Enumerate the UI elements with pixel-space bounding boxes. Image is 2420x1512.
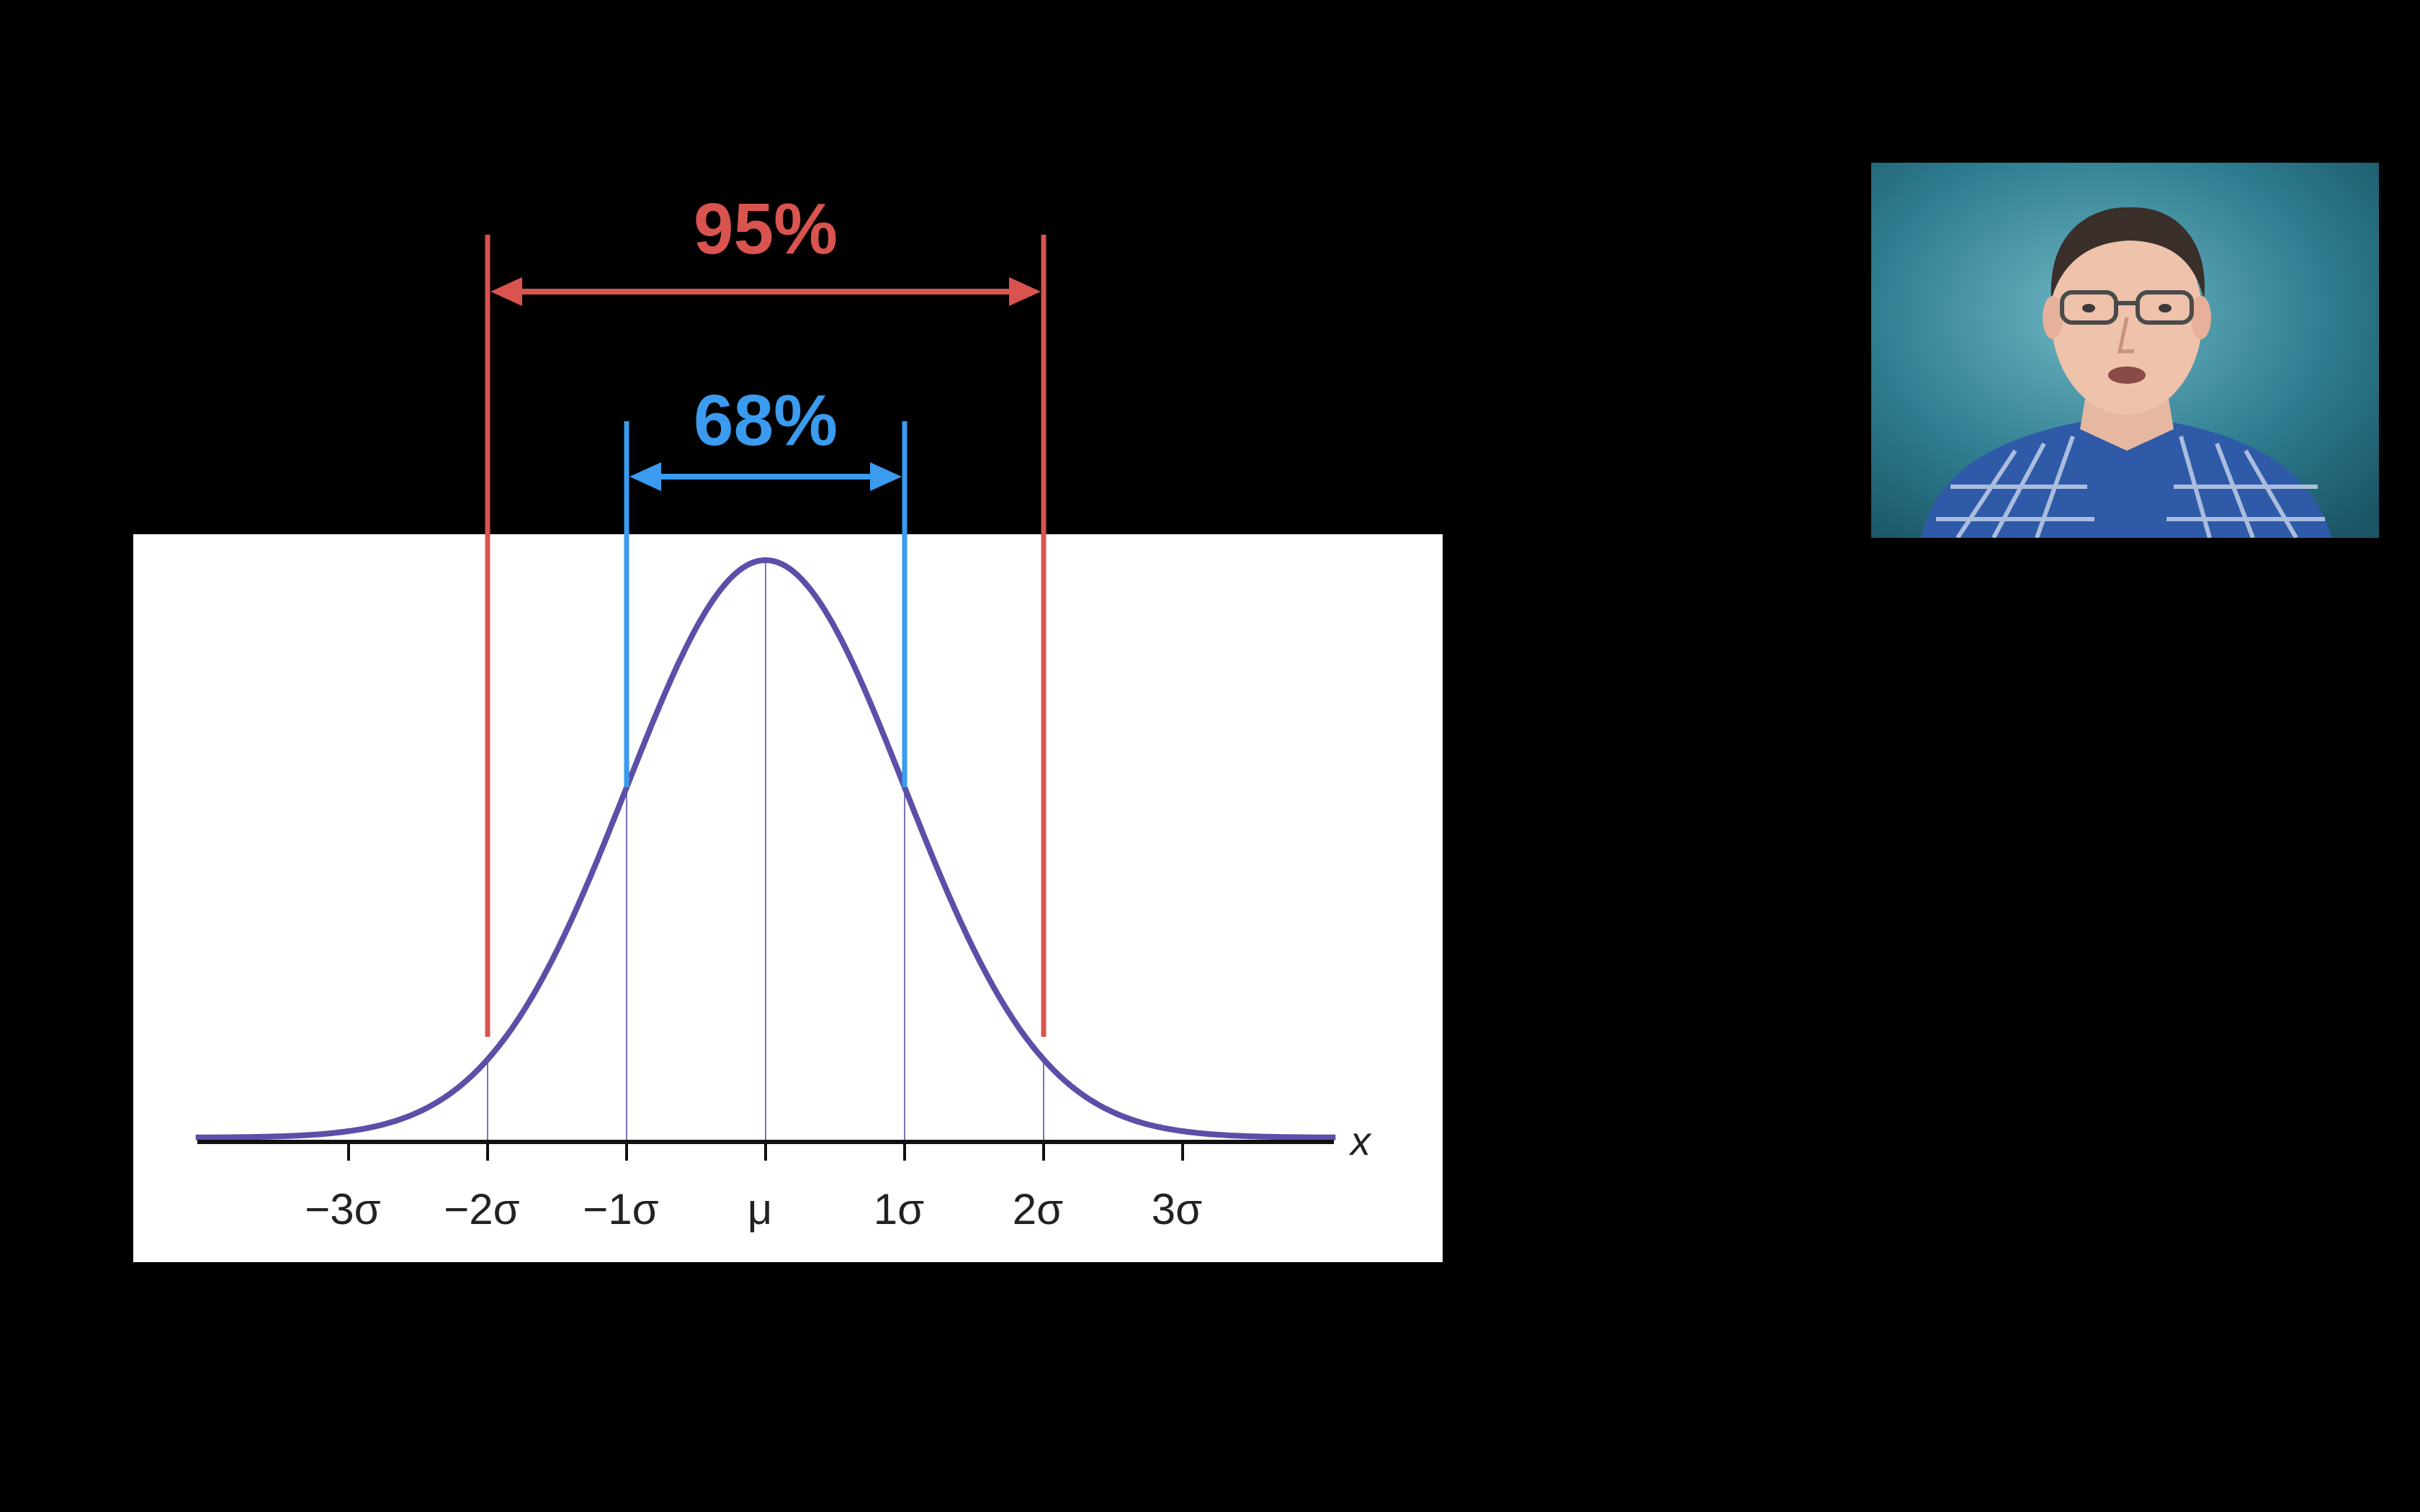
interval-label: 68% xyxy=(694,380,838,461)
arrowhead-right xyxy=(870,462,902,491)
normal-curve xyxy=(195,557,1336,1140)
x-tick-label: −3σ xyxy=(305,1185,380,1233)
x-tick-label: μ xyxy=(748,1185,773,1233)
presenter-video xyxy=(1871,163,2379,538)
x-tick-label: 1σ xyxy=(874,1185,924,1233)
chart-panel xyxy=(133,534,1443,1262)
interval-label: 95% xyxy=(694,189,838,269)
arrowhead-right xyxy=(1009,277,1041,306)
arrowhead-left xyxy=(490,277,522,306)
x-tick-label: −1σ xyxy=(583,1185,658,1233)
x-tick-label: 3σ xyxy=(1152,1185,1202,1233)
x-tick-label: −2σ xyxy=(444,1185,519,1233)
x-axis-label: x xyxy=(1348,1118,1372,1164)
arrowhead-left xyxy=(629,462,661,491)
presenter-video-icon xyxy=(1871,163,2379,538)
x-tick-label: 2σ xyxy=(1013,1185,1063,1233)
